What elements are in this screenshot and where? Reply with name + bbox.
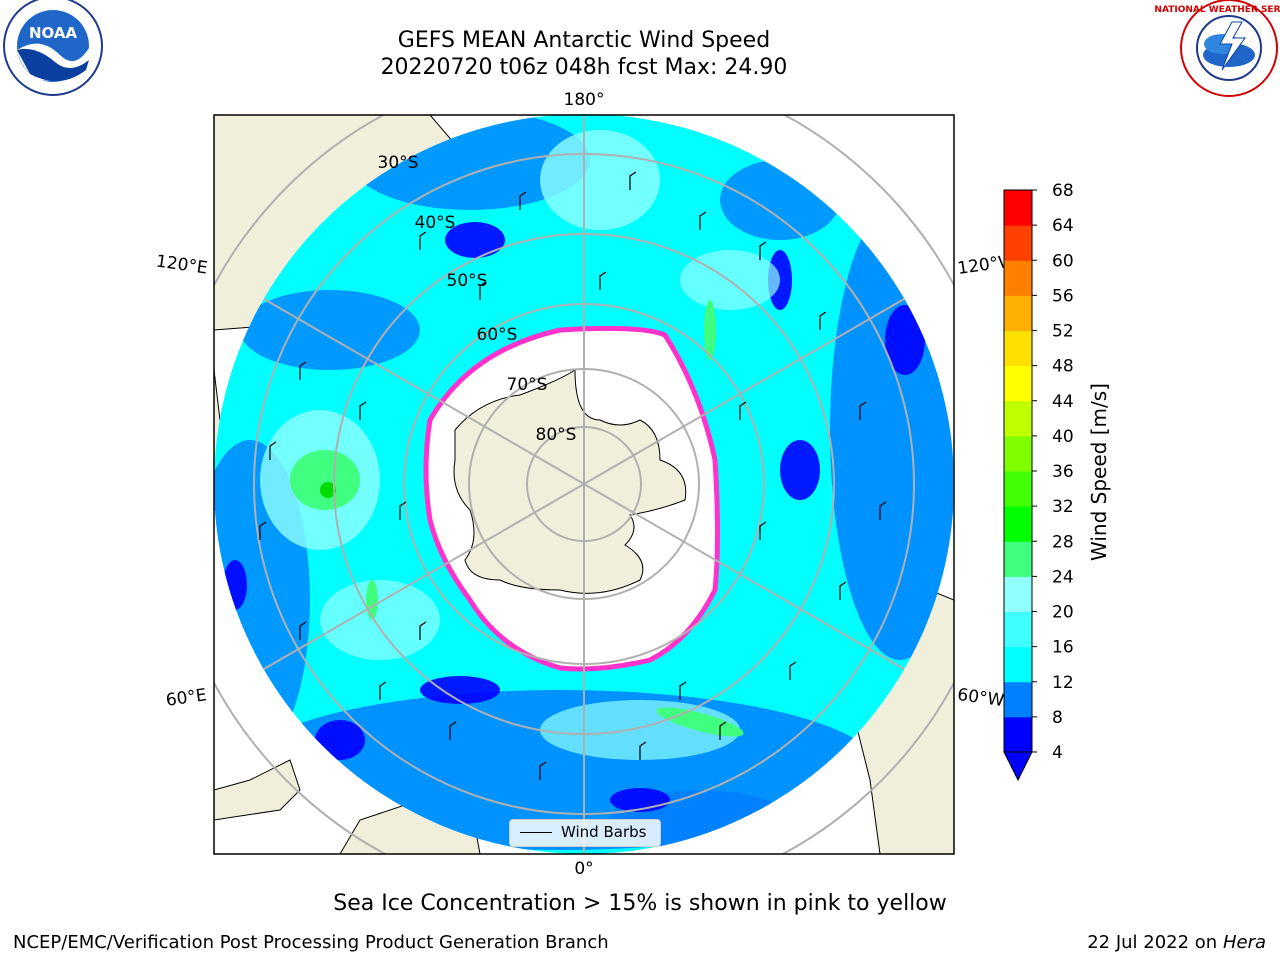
colorbar-segment	[1004, 190, 1032, 226]
lat-label-40s: 40°S	[415, 213, 456, 233]
colorbar-segment	[1004, 471, 1032, 507]
colorbar-tick-label: 64	[1052, 216, 1074, 236]
colorbar-segment	[1004, 295, 1032, 331]
chart-subtitle: 20220720 t06z 048h fcst Max: 24.90	[380, 55, 788, 80]
colorbar-label: Wind Speed [m/s]	[1087, 383, 1111, 561]
nws-logo-text: NATIONAL WEATHER SERVICE	[1154, 5, 1280, 15]
footer-date-text: 22 Jul 2022 on	[1087, 932, 1223, 953]
colorbar-tick-label: 4	[1052, 743, 1063, 763]
colorbar-segment	[1004, 681, 1032, 718]
lat-label-50s: 50°S	[447, 271, 488, 291]
wind-barbs	[259, 171, 887, 780]
colorbar-tick-label: 36	[1052, 462, 1074, 482]
colorbar-tick-label: 68	[1052, 181, 1074, 201]
antarctica-continent	[453, 369, 687, 594]
colorbar-tick-label: 20	[1052, 603, 1074, 623]
colorbar-segment	[1004, 576, 1032, 612]
wind-barbs-legend-label: Wind Barbs	[561, 823, 647, 841]
colorbar-segment	[1004, 435, 1032, 472]
lon-label-120e: 120°E	[155, 252, 209, 279]
colorbar-segment	[1004, 225, 1032, 261]
footer-date: 22 Jul 2022 on Hera	[1087, 932, 1266, 953]
lon-label-60w: 60°W	[956, 685, 1005, 711]
lat-label-60s: 60°S	[477, 325, 518, 345]
noaa-logo: NOAA	[3, 0, 103, 96]
colorbar-segment	[1004, 611, 1032, 648]
colorbar-tick-label: 32	[1052, 497, 1074, 517]
sea-ice-caption: Sea Ice Concentration > 15% is shown in …	[333, 891, 947, 916]
colorbar-tick-label: 60	[1052, 251, 1074, 271]
lon-label-180: 180°	[564, 90, 605, 110]
colorbar-extend-arrow	[1003, 751, 1033, 782]
colorbar-segment	[1004, 260, 1032, 296]
colorbar-tick-label: 48	[1052, 357, 1074, 377]
lat-label-70s: 70°S	[507, 375, 548, 395]
colorbar-tick-label: 24	[1052, 567, 1074, 587]
chart-title: GEFS MEAN Antarctic Wind Speed	[397, 28, 771, 53]
colorbar-segment	[1004, 646, 1032, 683]
colorbar-tick-label: 56	[1052, 286, 1074, 306]
colorbar-segment	[1004, 716, 1032, 753]
colorbar-tick-label: 44	[1052, 392, 1074, 412]
lat-label-30s: 30°S	[378, 153, 419, 173]
footer-branch: NCEP/EMC/Verification Post Processing Pr…	[13, 932, 609, 953]
colorbar-tick-label: 40	[1052, 427, 1074, 447]
colorbar-tick-label: 12	[1052, 673, 1074, 693]
colorbar-segment	[1004, 365, 1032, 402]
colorbar-tick-label: 16	[1052, 638, 1074, 658]
lon-label-60e: 60°E	[165, 685, 208, 710]
colorbar-tick-label: 8	[1052, 708, 1063, 728]
colorbar-segment	[1004, 506, 1032, 542]
colorbar-segment	[1004, 541, 1032, 577]
graticule	[214, 115, 954, 854]
noaa-logo-text: NOAA	[29, 24, 78, 42]
colorbar-segment	[1004, 330, 1032, 367]
wind-barbs-legend-line	[520, 832, 552, 833]
colorbar-tick-label: 28	[1052, 532, 1074, 552]
wind-barbs-legend: Wind Barbs	[509, 819, 661, 847]
map-frame-border	[213, 114, 955, 855]
nws-logo: NATIONAL WEATHER SERVICE	[1154, 0, 1280, 97]
footer-host: Hera	[1222, 932, 1266, 953]
colorbar-tick-label: 52	[1052, 322, 1074, 342]
lon-label-0: 0°	[574, 859, 593, 879]
colorbar-segment	[1004, 400, 1032, 437]
lat-label-80s: 80°S	[536, 425, 577, 445]
